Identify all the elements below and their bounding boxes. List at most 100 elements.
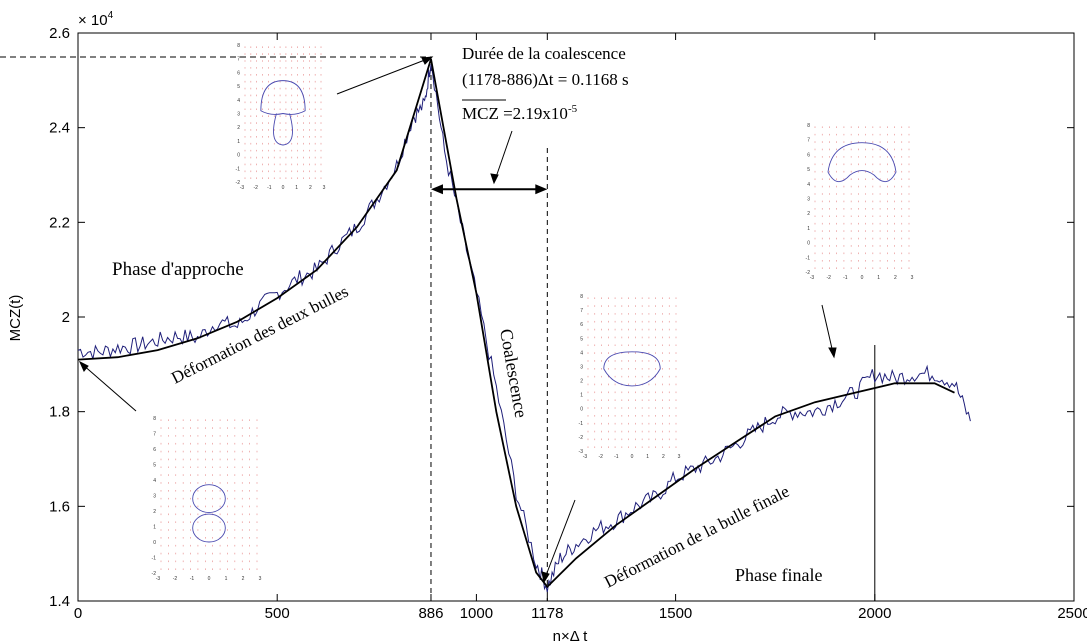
bubble-outline-cap <box>260 80 306 115</box>
inset-y-tick: 6 <box>580 322 583 328</box>
x-tick-label: 2500 <box>1057 605 1087 622</box>
duration-title: Durée de la coalescence <box>462 44 626 63</box>
inset-x-tick: -1 <box>614 454 619 460</box>
pointer-arrows <box>78 56 837 584</box>
bubble-outline-top <box>192 484 226 513</box>
inset-y-tick: 7 <box>807 138 810 144</box>
coalescence-duration-arrow <box>430 184 548 195</box>
coalescence-label: Coalescence <box>496 327 531 419</box>
inset-x-tick: -1 <box>843 275 848 281</box>
inset-y-tick: 5 <box>580 336 583 342</box>
inset-y-tick: 2 <box>580 379 583 385</box>
inset-y-tick: 6 <box>153 447 156 453</box>
y-tick-label: 1.4 <box>49 593 70 610</box>
inset-x-tick: 3 <box>323 185 326 191</box>
inset-single-bubble: -3 -2 -1 0 1 2 3 4 5 6 7 8 -3 -2 -1 0 1 2 3 <box>579 294 681 460</box>
inset-y-tick: 4 <box>807 182 810 188</box>
inset-x-tick: 2 <box>309 185 312 191</box>
inset-y-tick: -1 <box>152 556 157 562</box>
inset-x-tick: -2 <box>173 576 178 582</box>
inset-y-tick: 1 <box>237 139 240 145</box>
bubble-outline-bottom <box>192 513 226 543</box>
inset-y-tick: 7 <box>237 57 240 63</box>
inset-x-tick: 1 <box>225 576 228 582</box>
pointer-min-head <box>541 571 550 584</box>
inset-x-tick: -1 <box>190 576 195 582</box>
mean-value: =2.19x10 <box>499 104 568 123</box>
inset-x-tick: -2 <box>826 275 831 281</box>
series-group <box>77 58 971 593</box>
y-tick-label: 2 <box>62 309 70 326</box>
inset-y-tick: -2 <box>579 435 584 441</box>
inset-y-tick: 1 <box>153 525 156 531</box>
inset-x-tick: 0 <box>861 275 864 281</box>
inset-y-tick: -1 <box>236 166 241 172</box>
inset-x-tick: 1 <box>877 275 880 281</box>
inset-y-tick: 5 <box>153 463 156 469</box>
inset-y-tick: -1 <box>806 255 811 261</box>
inset-y-tick: 4 <box>580 350 583 356</box>
series-fit-line <box>77 58 955 589</box>
bubble-outline-final <box>827 142 897 183</box>
inset-y-tick: 0 <box>807 241 810 247</box>
inset-y-tick: 7 <box>153 432 156 438</box>
inset-y-tick: 4 <box>153 478 156 484</box>
mean-annotation: MCZ =2.19x10-5 <box>462 99 578 123</box>
x-tick-label: 886 <box>418 605 443 622</box>
inset-x-tick: 2 <box>242 576 245 582</box>
pointer-mean <box>494 130 513 181</box>
inset-y-tick: 8 <box>237 43 240 49</box>
inset-y-tick: 8 <box>580 294 583 300</box>
inset-y-tick: 2 <box>153 509 156 515</box>
pointer-start <box>81 363 137 412</box>
deformation-two-bubbles-label: Déformation des deux bulles <box>168 282 351 388</box>
mean-label: MCZ <box>462 104 499 123</box>
inset-x-tick: -2 <box>598 454 603 460</box>
inset-x-tick: 3 <box>911 275 914 281</box>
mean-exponent: -5 <box>568 103 578 115</box>
inset-x-tick: -3 <box>240 185 245 191</box>
inset-x-tick: -3 <box>156 576 161 582</box>
inset-x-tick: -3 <box>583 454 588 460</box>
inset-y-tick: 2 <box>237 125 240 131</box>
y-tick-label: 1.8 <box>49 404 70 421</box>
inset-y-tick: -2 <box>806 270 811 276</box>
axis-ticks: 0 500 886 1000 1178 1500 2000 25001.41.61.822.2… <box>49 25 1087 622</box>
inset-x-tick: 1 <box>646 454 649 460</box>
inset-y-tick: 3 <box>807 197 810 203</box>
pointer-peak-head <box>421 56 434 65</box>
y-multiplier: × 104 <box>78 10 114 29</box>
y-tick-label: 2.6 <box>49 25 70 42</box>
interval-arrow-left <box>430 184 443 195</box>
x-tick-label: 2000 <box>858 605 891 622</box>
inset-x-tick: 3 <box>678 454 681 460</box>
inset-x-tick: 0 <box>631 454 634 460</box>
inset-y-tick: -3 <box>579 449 584 455</box>
y-tick-label: 2.2 <box>49 214 70 231</box>
x-tick-label: 1000 <box>460 605 493 622</box>
duration-formula: (1178-886)Δt = 0.1168 s <box>462 70 629 89</box>
svg-text:MCZ =2.19x10-5: MCZ =2.19x10-5 <box>462 103 578 123</box>
pointer-min <box>544 499 576 579</box>
pointer-mean-head <box>490 173 499 185</box>
x-tick-label: 1178 <box>531 605 563 622</box>
inset-y-tick: 6 <box>807 152 810 158</box>
inset-x-tick: 0 <box>208 576 211 582</box>
y-axis-label: MCZ(t) <box>7 295 24 342</box>
inset-y-tick: -2 <box>236 180 241 186</box>
x-axis-label: n×Δ t <box>553 628 588 642</box>
inset-y-tick: 1 <box>580 393 583 399</box>
inset-y-tick: 3 <box>153 494 156 500</box>
inset-x-tick: 1 <box>295 185 298 191</box>
inset-y-tick: 8 <box>807 123 810 129</box>
inset-y-tick: -1 <box>579 421 584 427</box>
inset-y-tick: 0 <box>153 540 156 546</box>
inset-y-tick: 1 <box>807 226 810 232</box>
inset-x-tick: 0 <box>282 185 285 191</box>
pointer-start-head <box>78 360 89 372</box>
inset-y-tick: 3 <box>580 364 583 370</box>
